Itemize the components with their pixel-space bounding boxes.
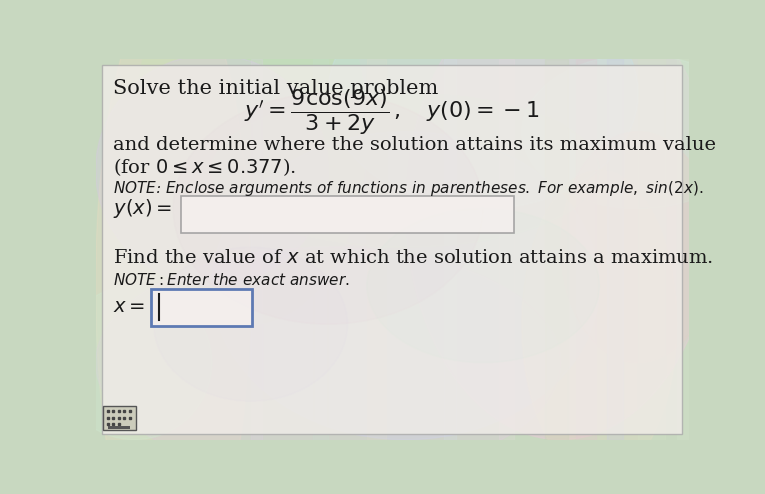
- Text: (for $0 \leq x \leq 0.377$).: (for $0 \leq x \leq 0.377$).: [112, 156, 296, 178]
- Bar: [576, 59, 595, 440]
- Ellipse shape: [405, 0, 715, 440]
- Text: $y' = \dfrac{9\cos(9x)}{3+2y}\,,\quad y(0) = -1$: $y' = \dfrac{9\cos(9x)}{3+2y}\,,\quad y(…: [244, 87, 541, 137]
- Ellipse shape: [328, 0, 638, 208]
- Ellipse shape: [96, 0, 251, 494]
- Ellipse shape: [96, 247, 561, 478]
- Ellipse shape: [96, 55, 328, 286]
- Bar: [367, 59, 386, 440]
- Bar: [444, 59, 456, 440]
- Bar: [108, 426, 130, 429]
- Text: $x =$: $x =$: [112, 298, 145, 316]
- Ellipse shape: [154, 247, 347, 401]
- Bar: [103, 406, 136, 430]
- Ellipse shape: [522, 55, 754, 208]
- Bar: [313, 59, 328, 440]
- Ellipse shape: [57, 286, 212, 440]
- Ellipse shape: [212, 132, 599, 440]
- Text: $\mathit{NOTE: Enter\ the\ exact\ answer.}$: $\mathit{NOTE: Enter\ the\ exact\ answer…: [112, 272, 350, 288]
- Ellipse shape: [135, 0, 367, 324]
- Bar: [151, 288, 252, 326]
- Ellipse shape: [367, 208, 599, 363]
- Ellipse shape: [212, 93, 599, 247]
- Text: Find the value of $x$ at which the solution attains a maximum.: Find the value of $x$ at which the solut…: [112, 248, 713, 267]
- Text: and determine where the solution attains its maximum value: and determine where the solution attains…: [112, 135, 716, 154]
- Ellipse shape: [173, 93, 483, 324]
- Text: $y(x) =$: $y(x) =$: [112, 197, 171, 220]
- Text: Solve the initial value problem: Solve the initial value problem: [112, 80, 438, 98]
- Bar: [607, 59, 623, 440]
- Bar: [638, 59, 666, 440]
- Bar: [545, 59, 568, 440]
- Bar: [499, 59, 514, 440]
- Bar: [251, 59, 262, 440]
- Bar: [181, 196, 514, 233]
- Ellipse shape: [522, 170, 677, 478]
- Ellipse shape: [561, 132, 715, 363]
- Text: $\mathit{NOTE}$: $\mathit{Enclose\ arguments\ of\ functions\ in\ parentheses.\ F: $\mathit{NOTE}$: $\mathit{Enclose\ argum…: [112, 179, 703, 199]
- Bar: [677, 59, 688, 440]
